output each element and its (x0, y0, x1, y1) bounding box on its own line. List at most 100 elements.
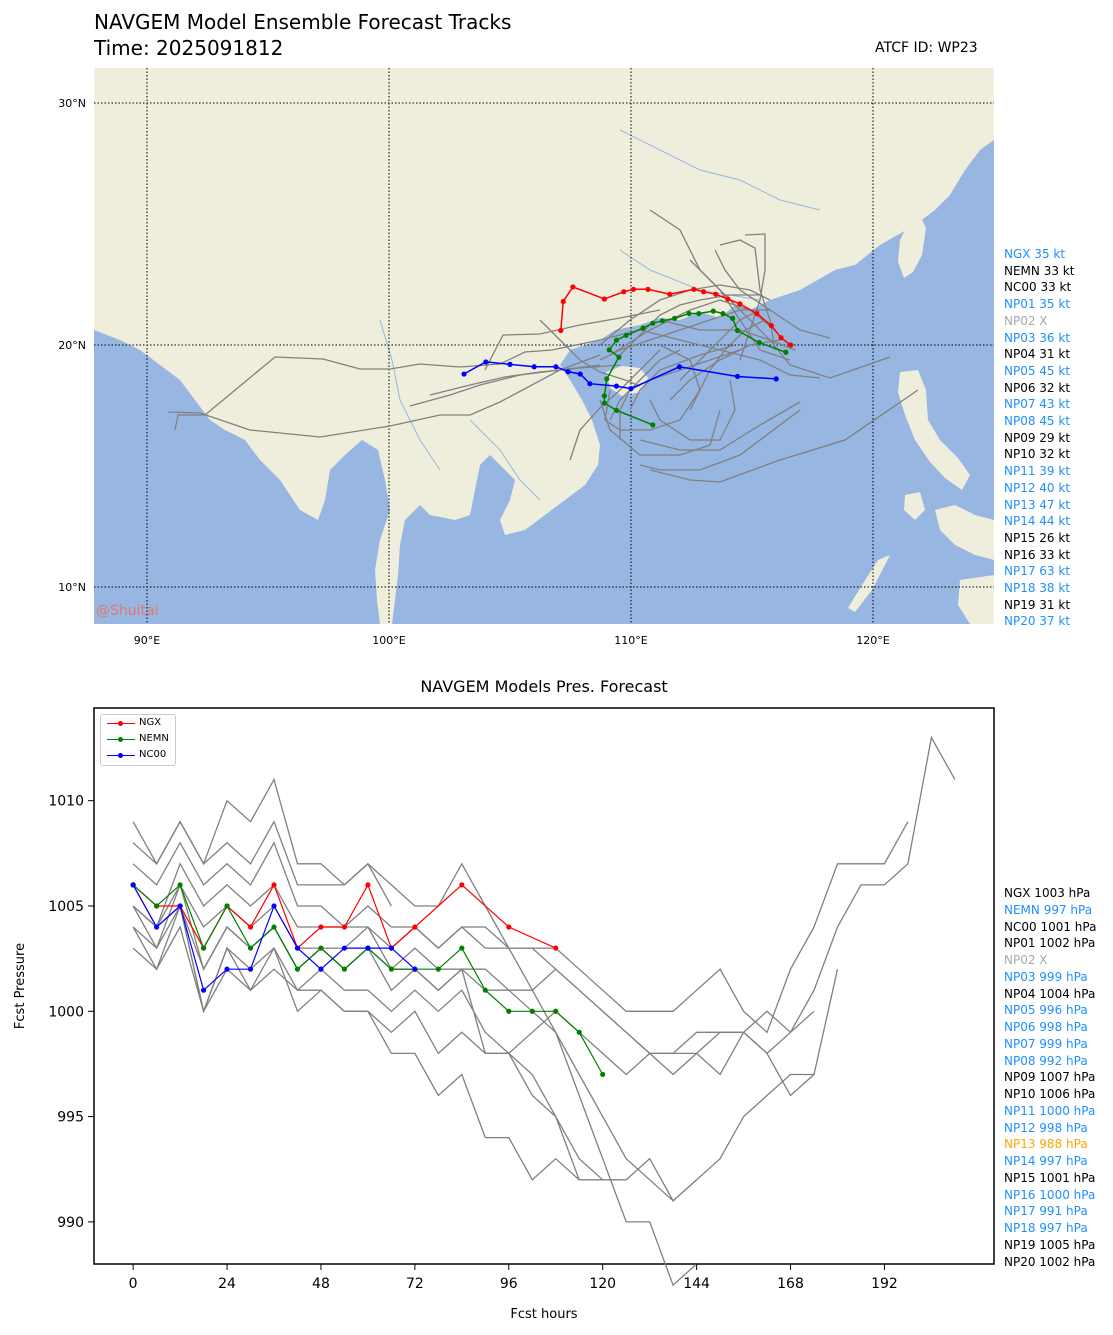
series-point (412, 966, 418, 972)
plot-area (93, 707, 995, 1265)
intensity-legend-item: NP17 63 kt (1004, 564, 1071, 579)
series-point (341, 966, 348, 972)
pressure-legend-item: NP20 1002 hPa (1004, 1254, 1096, 1269)
series-point (388, 945, 394, 951)
series-point (271, 882, 277, 888)
lat-label-30: 30°N (58, 97, 86, 110)
pressure-legend-item: NP15 1001 hPa (1004, 1170, 1096, 1185)
main-pressure-series (130, 882, 606, 1078)
series-point (341, 945, 348, 951)
member-line (132, 820, 698, 1287)
pressure-legend-item: NP06 998 hPa (1004, 1020, 1088, 1034)
track-point (696, 310, 702, 317)
series-point (271, 903, 277, 909)
track-point (671, 315, 678, 321)
track-point (613, 383, 620, 389)
x-tick-label: 72 (406, 1276, 424, 1292)
track-point (461, 371, 467, 377)
track-point (734, 327, 741, 334)
track-point (623, 332, 629, 338)
track-point (783, 349, 789, 355)
track-point (483, 359, 489, 365)
pressure-legend-item: NP05 996 hPa (1004, 1003, 1088, 1018)
intensity-legend-item: NP15 26 kt (1004, 530, 1071, 545)
lon-label-90: 90°E (134, 634, 160, 647)
track-point (734, 373, 741, 380)
watermark: @Shuitai (96, 603, 159, 619)
track-point (640, 325, 646, 331)
track-point (601, 296, 607, 302)
legend-item-nemn: NEMN (105, 733, 175, 745)
series-point (294, 945, 301, 951)
intensity-legend-item: NP01 35 kt (1004, 297, 1071, 312)
series-point (506, 924, 512, 930)
x-tick-label: 48 (312, 1276, 330, 1292)
y-tick-label: 1005 (48, 899, 84, 915)
pressure-legend-item: NP11 1000 hPa (1004, 1103, 1096, 1118)
intensity-legend-item: NP02 X (1004, 313, 1048, 328)
pressure-legend-item: NP14 997 hPa (1004, 1154, 1088, 1168)
series-point (365, 945, 371, 951)
pressure-chart: 0 24 48 72 96 120 144 168 192 990 995 1000 1005 1010… (13, 707, 995, 1322)
series-point (177, 903, 183, 909)
series-point (177, 882, 183, 888)
pressure-chart-title: NAVGEM Models Pres. Forecast (420, 677, 668, 696)
intensity-legend-item: NP16 33 kt (1004, 547, 1071, 562)
track-point (650, 320, 656, 326)
x-tick-label: 24 (218, 1276, 236, 1292)
track-point (601, 400, 607, 406)
intensity-legend-item: NC00 33 kt (1004, 280, 1072, 295)
series-point (154, 924, 160, 930)
track-point (613, 337, 620, 343)
track-point (701, 289, 707, 295)
pressure-legend-item: NP09 1007 hPa (1004, 1070, 1096, 1085)
pressure-legend-item: NGX 1003 hPa (1004, 886, 1091, 900)
track-point (604, 376, 610, 382)
track-point (773, 376, 779, 382)
series-point (600, 1071, 606, 1078)
series-point (318, 966, 324, 972)
x-tick-label: 144 (683, 1276, 710, 1292)
x-tick-label: 0 (129, 1276, 138, 1292)
track-point (565, 369, 571, 375)
track-point (587, 381, 593, 387)
series-point (388, 966, 394, 972)
pressure-legend-item: NP17 991 hPa (1004, 1204, 1088, 1219)
track-map: 90°E 100°E 110°E 120°E 30°N 20°N 10°N (58, 68, 994, 647)
lon-label-100: 100°E (372, 634, 405, 647)
map-title: NAVGEM Model Ensemble Forecast Tracks (94, 10, 512, 34)
track-point (613, 407, 620, 413)
intensity-legend-item: NP04 31 kt (1004, 347, 1071, 362)
series-point (412, 924, 418, 930)
series-point (224, 903, 230, 909)
track-point (788, 342, 794, 348)
member-line (132, 904, 814, 1202)
atcf-id: ATCF ID: WP23 (875, 40, 978, 56)
series-point (576, 1029, 582, 1035)
intensity-legend-item: NP07 43 kt (1004, 397, 1071, 412)
intensity-legend-item: NEMN 33 kt (1004, 263, 1075, 278)
track-point (630, 286, 637, 292)
track-point (720, 310, 726, 317)
pressure-legend-item: NP04 1004 hPa (1004, 986, 1096, 1001)
intensity-legend-item: NP19 31 kt (1004, 597, 1071, 612)
series-point (200, 987, 207, 993)
series-point (247, 966, 254, 972)
intensity-legend-item: NP08 45 kt (1004, 414, 1071, 428)
series-point (318, 924, 324, 930)
intensity-legend-item: NP14 44 kt (1004, 514, 1071, 529)
track-point (628, 385, 634, 392)
track-point (768, 323, 774, 329)
track-point (725, 296, 731, 302)
track-point (754, 310, 760, 317)
series-point (482, 987, 488, 993)
x-tick-label: 120 (589, 1276, 616, 1292)
intensity-legend-item: NP13 47 kt (1004, 497, 1071, 512)
track-point (667, 291, 673, 297)
land-masses (94, 68, 994, 624)
track-point (710, 308, 716, 314)
lon-label-120: 120°E (856, 634, 889, 647)
intensity-legend-item: NP09 29 kt (1004, 430, 1071, 445)
legend-label: NGX (139, 717, 162, 728)
series-point (318, 945, 324, 951)
